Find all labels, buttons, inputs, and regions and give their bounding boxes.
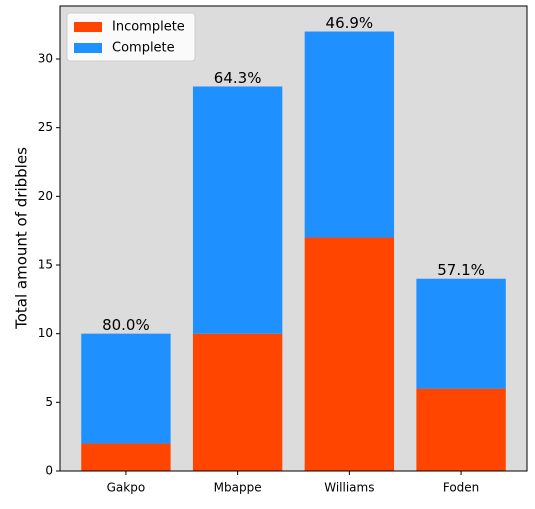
bar-segment: [416, 388, 506, 471]
y-tick-label: 0: [45, 464, 53, 478]
bar-segment: [81, 333, 171, 444]
bar-annotation: 46.9%: [326, 14, 374, 32]
x-tick-label: Williams: [324, 481, 374, 495]
bar-annotation: 57.1%: [437, 261, 485, 279]
legend-label: Complete: [112, 41, 175, 56]
plot-frame: [59, 5, 528, 472]
legend: Incomplete Complete: [66, 12, 196, 62]
bar-annotation: 80.0%: [102, 316, 150, 334]
x-tick-label: Foden: [443, 481, 479, 495]
legend-label: Incomplete: [112, 20, 185, 35]
bar-segment: [416, 278, 506, 389]
y-tick-label: 20: [38, 189, 53, 203]
bar-segment: [304, 237, 395, 471]
y-tick-label: 10: [38, 326, 53, 340]
bar-annotation: 64.3%: [214, 69, 262, 87]
bar-segment: [192, 86, 283, 334]
y-axis-label: Total amount of dribbles: [13, 147, 31, 330]
bar-segment: [192, 333, 283, 471]
legend-swatch: [74, 22, 102, 32]
bar-segment: [81, 443, 171, 471]
y-tick-label: 30: [38, 52, 53, 66]
y-tick-label: 25: [38, 120, 53, 134]
x-tick-label: Mbappe: [214, 481, 262, 495]
y-tick-label: 5: [45, 395, 53, 409]
x-tick-label: Gakpo: [107, 481, 146, 495]
bar-segment: [304, 31, 395, 238]
y-tick-label: 15: [38, 258, 53, 272]
legend-swatch: [74, 43, 102, 53]
